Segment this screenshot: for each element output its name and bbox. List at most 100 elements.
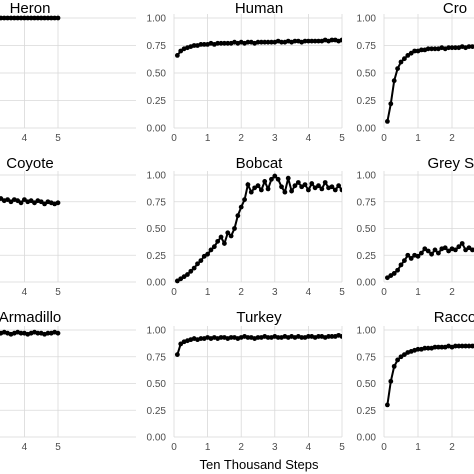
data-point	[32, 15, 37, 21]
chart-panels: Heron 2 3 4 5 Human 0.00 0.25 0.50 0.75 1.00 0 1 2 3 4 5…	[0, 0, 474, 453]
data-point	[262, 39, 268, 45]
data-point	[329, 334, 335, 339]
data-point	[225, 40, 231, 46]
x-tick-label: 1	[415, 133, 421, 144]
x-tick-label: 4	[22, 442, 28, 453]
series-racco	[385, 343, 474, 408]
series-line	[386, 344, 474, 406]
data-point	[339, 334, 342, 339]
panel-title: Bobcat	[236, 155, 284, 172]
data-point	[228, 233, 234, 239]
panel-title: Grey Sq	[427, 155, 474, 172]
series-bobcat	[174, 173, 342, 284]
data-point	[222, 241, 227, 246]
y-tick-label: 0.00	[357, 278, 377, 289]
x-tick-label: 2	[238, 133, 244, 144]
panel-title: Human	[235, 0, 283, 17]
x-tick-label: 0	[381, 442, 387, 453]
panel-title: Coyote	[6, 155, 54, 172]
data-point	[269, 176, 274, 182]
data-point	[429, 251, 434, 257]
data-point	[306, 38, 311, 44]
data-point	[174, 352, 180, 358]
x-tick-label: 4	[22, 133, 28, 144]
y-tick-label: 0.75	[147, 197, 167, 208]
y-tick-label: 0.25	[147, 406, 167, 417]
data-point	[453, 45, 458, 51]
data-point	[432, 344, 438, 350]
data-point	[322, 180, 328, 185]
data-point	[459, 343, 465, 349]
data-point	[463, 343, 468, 349]
x-tick-label: 0	[171, 442, 177, 453]
data-point	[18, 200, 24, 206]
data-point	[312, 38, 318, 44]
x-tick-label: 4	[22, 287, 28, 298]
panel-armadillo: Armadillo2345	[0, 309, 136, 453]
data-point	[339, 187, 342, 193]
data-point	[279, 184, 284, 190]
y-tick-label: 0.00	[147, 433, 167, 444]
x-tick-label: 2	[238, 287, 244, 298]
data-point	[395, 267, 400, 273]
panel-title: Armadillo	[0, 309, 61, 326]
data-point	[332, 187, 338, 193]
data-point	[201, 42, 207, 47]
x-tick-label: 1	[205, 133, 211, 144]
data-point	[398, 262, 404, 268]
data-point	[436, 250, 441, 256]
data-point	[55, 15, 61, 21]
data-point	[391, 363, 397, 369]
x-tick-label: 1	[205, 442, 211, 453]
data-point	[289, 188, 294, 194]
data-point	[48, 15, 54, 21]
y-tick-label: 0.00	[147, 124, 167, 135]
data-point	[319, 186, 325, 192]
data-point	[258, 39, 264, 45]
y-tick-label: 1.00	[147, 171, 167, 182]
data-point	[15, 15, 21, 21]
data-point	[316, 183, 321, 189]
data-point	[262, 179, 268, 184]
y-tick-label: 1.00	[357, 171, 377, 182]
data-point	[174, 53, 180, 58]
data-point	[269, 39, 274, 45]
x-tick-label: 3	[272, 287, 278, 298]
data-point	[275, 335, 281, 340]
data-point	[248, 189, 254, 195]
data-point	[395, 357, 400, 363]
data-point	[402, 56, 407, 62]
data-point	[205, 251, 211, 257]
series-human	[174, 37, 342, 58]
data-point	[415, 253, 421, 259]
x-tick-label: 5	[55, 133, 61, 144]
data-point	[385, 402, 390, 408]
data-point	[255, 39, 261, 45]
data-point	[466, 343, 472, 349]
data-point	[391, 271, 397, 276]
x-tick-label: 5	[55, 287, 61, 298]
data-point	[398, 59, 404, 65]
y-tick-label: 0.00	[357, 433, 377, 444]
data-point	[391, 78, 397, 84]
y-tick-label: 0.75	[357, 197, 377, 208]
x-axis-label: Ten Thousand Steps	[199, 457, 319, 472]
data-point	[18, 15, 24, 21]
series-grey-sq	[385, 241, 474, 281]
data-point	[425, 46, 431, 52]
panel-turkey: Turkey 0.00 0.25 0.50 0.75 1.00 0 1 2 3 4 5	[147, 309, 346, 453]
data-point	[55, 330, 61, 336]
data-point	[198, 336, 204, 341]
data-point	[425, 248, 431, 254]
data-point	[5, 15, 10, 21]
x-tick-label: 0	[171, 287, 177, 298]
series-line	[386, 241, 474, 279]
panel-racco: Racco 0.00 0.25 0.50 0.75 1.00 0 1 2	[357, 309, 474, 453]
y-tick-label: 0.25	[147, 96, 167, 107]
x-tick-label: 5	[339, 287, 345, 298]
data-point	[198, 42, 204, 47]
data-point	[222, 40, 227, 46]
panel-bobcat: Bobcat 0.00 0.25 0.50 0.75 1.00 0 1 2 3 4 5	[147, 155, 346, 298]
x-tick-label: 2	[449, 442, 455, 453]
data-point	[439, 344, 445, 350]
